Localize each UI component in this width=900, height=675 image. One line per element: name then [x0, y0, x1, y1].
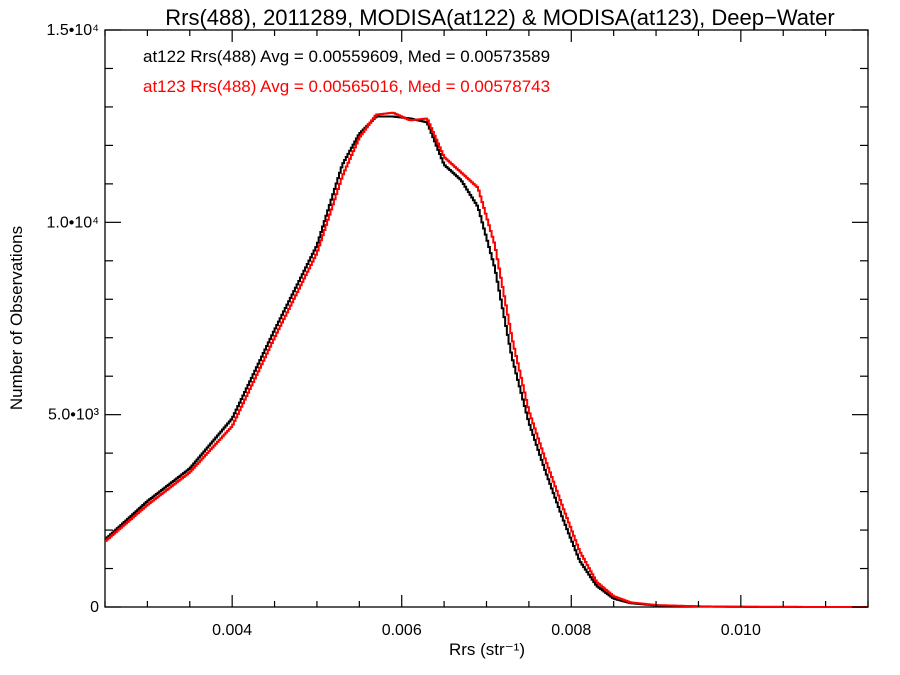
- y-axis-label: Number of Observations: [7, 226, 26, 410]
- y-tick-label: 1.5•10⁴: [46, 22, 99, 39]
- plot-frame: [104, 29, 869, 608]
- x-tick-label: 0.010: [721, 622, 761, 639]
- x-tick-label: 0.004: [212, 622, 252, 639]
- y-tick-label: 1.0•10⁴: [46, 214, 99, 231]
- y-tick-label: 5.0•10³: [48, 407, 100, 424]
- chart-title: Rrs(488), 2011289, MODISA(at122) & MODIS…: [165, 5, 834, 30]
- x-tick-label: 0.006: [382, 622, 422, 639]
- series-line-0: [105, 115, 868, 608]
- ticks-layer: 0.004 0.006 0.008 0.010 0 5.0•10³ 1.0•10⁴ 1.5•1…: [46, 22, 869, 639]
- legend-entry-at122: at122 Rrs(488) Avg = 0.00559609, Med = 0…: [143, 47, 550, 66]
- y-tick-label: 0: [90, 599, 99, 616]
- legend-entry-at123: at123 Rrs(488) Avg = 0.00565016, Med = 0…: [143, 77, 550, 96]
- series-layer: [105, 111, 868, 608]
- x-axis-label: Rrs (str⁻¹): [449, 640, 525, 659]
- x-tick-label: 0.008: [551, 622, 591, 639]
- series-line-1: [105, 111, 868, 608]
